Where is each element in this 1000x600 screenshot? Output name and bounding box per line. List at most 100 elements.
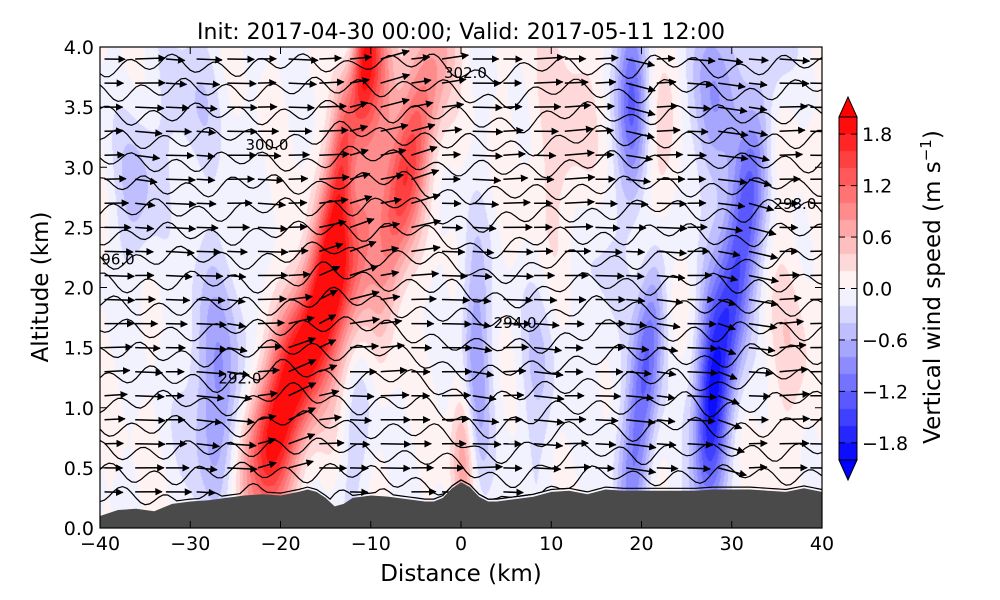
wind-vector (135, 247, 154, 256)
wind-vector (196, 104, 218, 113)
wind-vector (135, 392, 165, 401)
wind-vector (534, 321, 560, 329)
wind-vector (626, 130, 655, 140)
wind-vector (748, 463, 768, 472)
wind-vector (626, 467, 657, 476)
wind-vector (779, 126, 806, 135)
wind-vector (104, 343, 133, 351)
wind-vector (165, 80, 188, 88)
isentrope-line (100, 76, 822, 110)
wind-vector (196, 272, 224, 280)
wind-vector (534, 78, 564, 86)
wind-vector (227, 346, 248, 354)
wind-vector (534, 53, 565, 62)
wind-vector (626, 82, 656, 93)
wind-vector (687, 56, 716, 65)
x-tick-label: −30 (170, 533, 210, 555)
wind-vector (656, 54, 676, 63)
wind-vector (626, 248, 646, 256)
wind-vector (626, 345, 650, 353)
wind-vector (257, 343, 283, 351)
wind-vector (411, 145, 438, 156)
wind-vector (411, 122, 436, 132)
wind-vector (349, 316, 381, 325)
wind-vector (288, 293, 313, 302)
x-tick-label: 40 (810, 533, 834, 555)
wind-vector (349, 100, 369, 108)
wind-vector (810, 202, 822, 205)
wind-vector (472, 152, 503, 160)
wind-vector (656, 464, 679, 473)
wind-vector (411, 100, 434, 108)
wind-vector (227, 321, 247, 330)
wind-vector (380, 72, 411, 84)
wind-vector (319, 389, 340, 397)
wind-vector (472, 103, 503, 112)
wind-vector (687, 127, 709, 136)
wind-vector (656, 346, 679, 354)
wind-vector (626, 272, 645, 280)
wind-vector (564, 102, 592, 110)
wind-vector (687, 464, 711, 473)
wind-vector (319, 150, 350, 159)
wind-vector (227, 248, 248, 256)
wind-vector (687, 441, 714, 449)
wind-vector (165, 272, 193, 281)
wind-vector (718, 130, 749, 139)
wind-vector (656, 298, 684, 306)
wind-vector (227, 465, 258, 473)
wind-vector (104, 272, 135, 280)
colorbar-tick-label: 0.0 (862, 279, 892, 301)
wind-vector (503, 367, 527, 375)
wind-vector (257, 319, 285, 327)
wind-vector (196, 176, 216, 184)
wind-vector (135, 224, 155, 232)
wind-vector (165, 176, 196, 184)
wind-vector (196, 465, 218, 473)
wind-vector (318, 339, 337, 349)
vertical-wind-field (100, 47, 822, 528)
wind-vector (196, 200, 217, 208)
wind-vector (441, 76, 467, 85)
wind-vector (319, 196, 349, 205)
colorbar-max-extend (838, 95, 858, 118)
wind-vector (135, 201, 156, 209)
wind-vector (441, 223, 464, 232)
wind-vector (472, 128, 504, 136)
wind-vector (748, 369, 774, 377)
wind-vector (717, 346, 737, 356)
y-tick-label: 4.0 (64, 37, 94, 59)
wind-vector (349, 290, 380, 301)
wind-vector (748, 226, 777, 237)
wind-vector (472, 321, 492, 329)
colorbar-tick-label: −1.8 (862, 433, 908, 455)
wind-vector (472, 394, 497, 402)
wind-vector (319, 219, 347, 229)
wind-vector (196, 224, 219, 232)
wind-vector (810, 106, 822, 109)
wind-vector (656, 150, 684, 159)
y-tick-label: 2.0 (64, 278, 94, 300)
wind-vector (257, 176, 285, 185)
wind-vector (349, 124, 369, 132)
wind-vector (718, 274, 739, 283)
wind-vector (779, 415, 811, 423)
wind-vector (748, 178, 772, 188)
wind-vector (288, 459, 314, 469)
wind-vector (441, 52, 470, 60)
wind-vector (779, 150, 804, 159)
x-axis-label: Distance (km) (380, 561, 542, 587)
wind-vector (441, 248, 466, 256)
contour-label: 302.0 (444, 64, 487, 82)
wind-vector (257, 248, 289, 256)
wind-vector (810, 250, 822, 253)
wind-vector (349, 77, 370, 85)
wind-vector (810, 298, 822, 301)
wind-vector (319, 364, 338, 373)
wind-vector (718, 154, 749, 162)
wind-vector (748, 298, 779, 308)
wind-vector (687, 369, 719, 377)
wind-vector (104, 415, 126, 423)
wind-vector (748, 105, 768, 113)
wind-vector (165, 320, 188, 328)
